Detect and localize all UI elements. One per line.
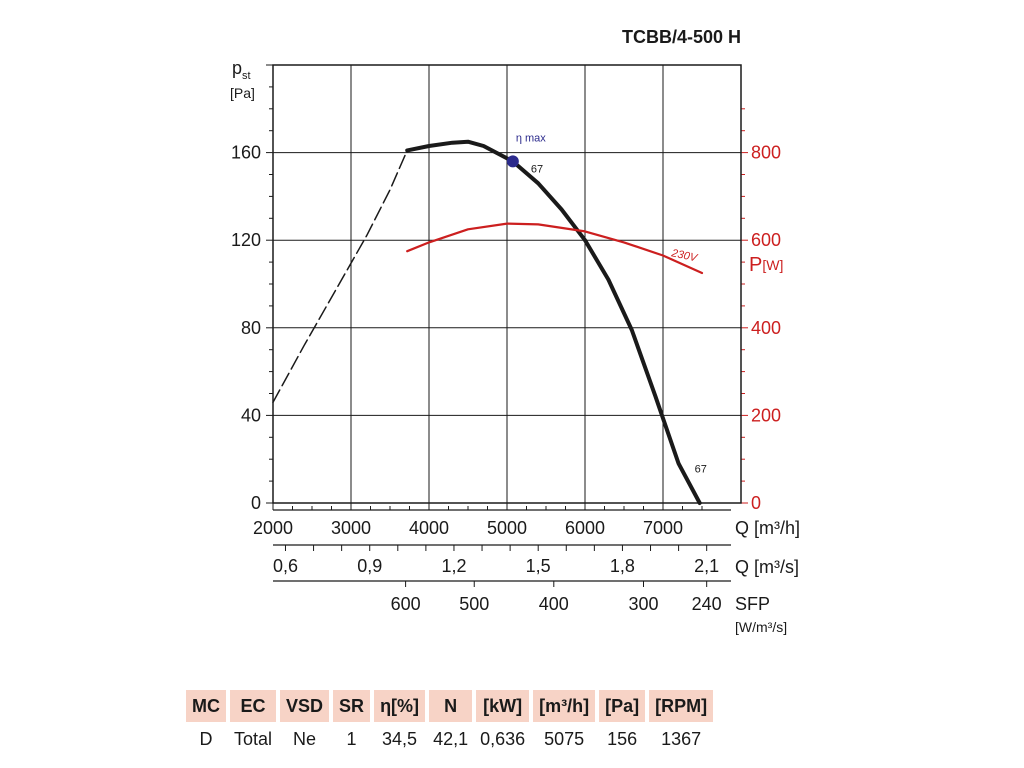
x-axes-ticks: 2000 3000 4000 5000 6000 7000 0,6 0,9 1,2 1,5 1,8 2…: [253, 503, 722, 614]
y-axis-unit: [Pa]: [230, 85, 255, 101]
y2-axis-label-main: P: [749, 254, 762, 276]
spec-header-vsd: VSD: [280, 690, 330, 722]
x-tick-label: 5000: [487, 518, 527, 538]
x-tick-label: 7000: [643, 518, 683, 538]
sfp-tick-label: 240: [692, 594, 722, 614]
spec-header-eta: η[%]: [374, 690, 426, 722]
sfp-tick-label: 300: [628, 594, 658, 614]
annotations: η max 67 67 230V: [506, 132, 707, 475]
series-pressure: [405, 139, 702, 505]
spec-value-mc: D: [199, 728, 213, 749]
spec-header-flow: [m³/h]: [533, 690, 596, 722]
y-axis-label: pst: [232, 58, 251, 82]
voltage-label: 230V: [669, 247, 699, 265]
y-tick-label: 160: [231, 143, 261, 163]
x-tick-label: 3000: [331, 518, 371, 538]
spec-value-flow: 5075: [544, 728, 585, 749]
series-pressure-dashed: [272, 149, 408, 404]
spec-header-row: MC EC VSD SR η[%] N [kW] [m³/h] [Pa] [RP…: [186, 690, 714, 722]
spec-value-pa: 156: [607, 728, 638, 749]
y2-tick-label: 200: [751, 405, 781, 425]
series-layer: [272, 139, 704, 505]
x2-tick-label: 1,5: [526, 556, 551, 576]
y-axis-label-main: p: [232, 58, 242, 78]
x2-tick-label: 1,2: [441, 556, 466, 576]
axis-ticks: 0 40 80 120 160 0 200 400 600 800: [231, 64, 781, 513]
series-power-230V: [406, 222, 704, 275]
y2-axis-label-unit: [W]: [762, 257, 783, 273]
spec-value-ec: Total: [234, 728, 273, 749]
spec-header-rpm: [RPM]: [649, 690, 714, 722]
grid: [273, 65, 741, 503]
x2-axis-label: Q [m³/s]: [735, 557, 799, 577]
spec-value-row: D Total Ne 1 34,5 42,1 0,636 5075 156 13…: [186, 722, 713, 756]
x2-tick-label: 1,8: [610, 556, 635, 576]
spec-value-eta: 34,5: [382, 728, 418, 749]
y2-axis-label: P[W]: [749, 254, 783, 276]
x-tick-label: 2000: [253, 518, 293, 538]
spec-header-ec: EC: [230, 690, 277, 722]
y-axis-label-sub: st: [242, 70, 251, 82]
spec-header-mc: MC: [186, 690, 226, 722]
spec-value-vsd: Ne: [293, 728, 317, 749]
spec-header-kw: [kW]: [476, 690, 530, 722]
sfp-axis-unit: [W/m³/s]: [735, 619, 787, 635]
y2-tick-label: 600: [751, 230, 781, 250]
eta-max-label: η max: [516, 132, 546, 144]
spec-table: MC EC VSD SR η[%] N [kW] [m³/h] [Pa] [RP…: [182, 690, 717, 756]
sfp-tick-label: 600: [391, 594, 421, 614]
fan-performance-chart: TCBB/4-500 H pst [Pa] P[W] 0408012016002…: [230, 27, 800, 635]
eta-value-bottom: 67: [695, 463, 707, 475]
spec-header-n: N: [429, 690, 473, 722]
eta-max-marker: [506, 155, 519, 168]
spec-value-sr: 1: [346, 728, 357, 749]
y2-tick-label: 800: [751, 143, 781, 163]
spec-header-pa: [Pa]: [599, 690, 646, 722]
y-tick-label: 40: [241, 405, 261, 425]
y-tick-label: 0: [251, 493, 261, 513]
spec-value-kw: 0,636: [480, 728, 526, 749]
x-tick-label: 4000: [409, 518, 449, 538]
spec-value-rpm: 1367: [661, 728, 702, 749]
x2-tick-label: 0,9: [357, 556, 382, 576]
sfp-axis-label: SFP: [735, 594, 770, 614]
y2-tick-label: 400: [751, 318, 781, 338]
eta-value-top: 67: [531, 163, 543, 175]
y-tick-label: 80: [241, 318, 261, 338]
chart-title: TCBB/4-500 H: [622, 27, 741, 47]
spec-value-n: 42,1: [433, 728, 469, 749]
x-tick-label: 6000: [565, 518, 605, 538]
x2-tick-label: 2,1: [694, 556, 719, 576]
spec-header-sr: SR: [333, 690, 371, 722]
sfp-tick-label: 500: [459, 594, 489, 614]
y2-tick-label: 0: [751, 493, 761, 513]
y-tick-label: 120: [231, 230, 261, 250]
x-axis-label: Q [m³/h]: [735, 518, 800, 538]
sfp-tick-label: 400: [539, 594, 569, 614]
x2-tick-label: 0,6: [273, 556, 298, 576]
